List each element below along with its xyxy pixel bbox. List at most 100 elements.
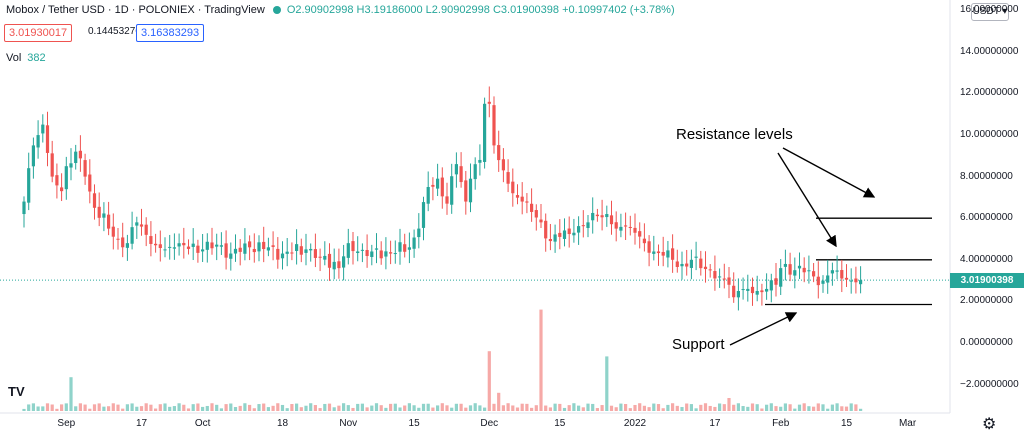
candle-body [421, 202, 426, 228]
volume-bar [464, 407, 468, 411]
candle-body [577, 226, 581, 233]
candle-body [736, 291, 740, 298]
volume-bar [356, 403, 360, 411]
candle-body [525, 201, 529, 203]
volume-bar [558, 403, 562, 411]
candle-body [45, 125, 50, 153]
volume-bar [116, 404, 120, 411]
resistance-annotation: Resistance levels [676, 126, 793, 143]
volume-bar [821, 404, 825, 411]
volume-bar [280, 404, 285, 411]
volume-bar [266, 407, 270, 411]
volume-bar [732, 404, 736, 411]
y-tick-label: 2.00000000 [960, 295, 1013, 307]
candle-body [802, 267, 806, 273]
volume-bar [736, 403, 740, 411]
candle-body [553, 234, 557, 242]
candle-body [238, 247, 242, 252]
ohlc-close: C3.01900398 [492, 4, 560, 16]
volume-bar [158, 404, 162, 411]
candle-body [483, 103, 487, 162]
volume-bar [243, 403, 247, 411]
volume-bar [633, 404, 637, 411]
volume-bar [797, 404, 802, 411]
candle-body [703, 266, 708, 270]
candle-body [783, 263, 787, 267]
candle-body [154, 243, 158, 246]
volume-bar [431, 407, 435, 411]
volume-bar [567, 405, 571, 411]
volume-bar [553, 403, 557, 411]
candle-body [412, 237, 416, 249]
volume-bar [74, 406, 78, 411]
candle-body [450, 176, 454, 205]
volume-bar [27, 404, 31, 411]
volume-bar [835, 403, 839, 411]
candle-body [55, 175, 59, 186]
candle-body [276, 248, 280, 260]
candle-body [595, 214, 599, 217]
candle-body [774, 278, 778, 285]
candle-body [393, 253, 397, 255]
volume-bar [614, 407, 618, 411]
candle-body [172, 247, 176, 249]
volume-bar [487, 351, 491, 411]
candle-body [332, 261, 336, 270]
candle-body [97, 206, 101, 218]
candle-body [233, 248, 238, 254]
buy-price-box[interactable]: 3.16383293 [136, 24, 205, 42]
candle-body [652, 251, 656, 254]
volume-bar [407, 403, 411, 411]
volume-bar [812, 406, 816, 411]
volume-bar [544, 405, 548, 411]
volume-bar [135, 406, 139, 411]
volume-bar [760, 408, 764, 411]
ohlc-low: L2.90902998 [425, 4, 490, 16]
gear-icon[interactable]: ⚙ [982, 416, 997, 433]
candle-body [624, 225, 628, 227]
volume-bar [342, 403, 346, 411]
volume-bar [393, 403, 397, 411]
support-annotation: Support [672, 336, 725, 353]
candle-body [210, 242, 214, 249]
volume-bar [609, 405, 614, 411]
volume-bar [384, 407, 388, 411]
candle-body [835, 270, 839, 272]
candle-body [539, 219, 543, 223]
volume-bar [421, 403, 426, 411]
candle-body [741, 289, 745, 291]
candle-body [694, 256, 698, 258]
volume-bar [671, 403, 675, 411]
spread-value: 0.14453276 [84, 24, 145, 40]
sell-price-box[interactable]: 3.01930017 [4, 24, 73, 42]
candle-body [534, 210, 538, 218]
candle-body [304, 249, 308, 253]
volume-bar [224, 404, 228, 411]
currency-select[interactable]: USDT ▾ [971, 3, 1009, 21]
candle-body [149, 236, 153, 244]
volume-bar [55, 408, 59, 411]
volume-bar [680, 407, 684, 411]
candle-body [257, 242, 261, 252]
volume-bar [605, 356, 609, 411]
candle-body [793, 270, 797, 276]
volume-bar [722, 404, 726, 411]
volume-bar [783, 403, 787, 411]
candle-body [614, 222, 618, 229]
volume-bar [774, 406, 778, 411]
volume-bar [562, 407, 567, 411]
volume-bar [656, 404, 661, 411]
candle-body [299, 246, 303, 255]
candle-body [812, 271, 816, 277]
ohlc-open: O2.90902998 [286, 4, 354, 16]
candle-body [642, 238, 646, 244]
candle-body [656, 251, 661, 254]
symbol-title[interactable]: Mobox / Tether USD · 1D · POLONIEX · Tra… [6, 4, 265, 16]
volume-bar [92, 404, 97, 411]
y-tick-label: 4.00000000 [960, 253, 1013, 265]
volume-bar [182, 404, 186, 411]
volume-bar [492, 403, 496, 411]
candle-body [473, 164, 477, 180]
candle-body [689, 259, 693, 268]
